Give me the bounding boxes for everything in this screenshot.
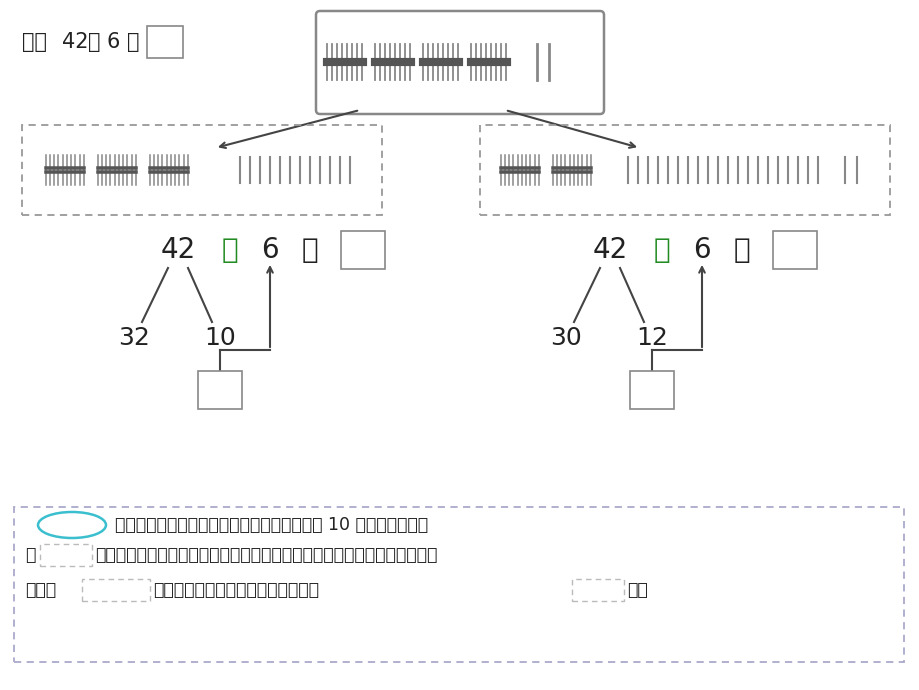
Bar [572, 579, 623, 601]
Text: ＝: ＝ [301, 236, 318, 264]
Bar [772, 231, 816, 269]
Text: （: （ [25, 546, 35, 564]
Bar [630, 371, 674, 409]
Text: 42: 42 [160, 236, 196, 264]
Text: 12: 12 [635, 326, 667, 350]
Text: 6: 6 [107, 32, 120, 52]
Text: 6: 6 [692, 236, 710, 264]
Text: 先用（: 先用（ [25, 581, 56, 599]
Text: 一、: 一、 [22, 32, 47, 52]
Bar [82, 579, 150, 601]
Bar [341, 231, 384, 269]
Text: 我知道: 我知道 [57, 516, 87, 534]
Text: ＝: ＝ [127, 32, 140, 52]
Text: －: － [88, 32, 100, 52]
Text: ）减一位数，再把得数和几个十相（: ）减一位数，再把得数和几个十相（ [153, 581, 319, 599]
Text: 42: 42 [592, 236, 627, 264]
Text: 6: 6 [261, 236, 278, 264]
Bar [480, 125, 889, 215]
Bar [40, 544, 92, 566]
Text: －: － [653, 236, 670, 264]
Text: 42: 42 [62, 32, 88, 52]
Text: ）。: ）。 [627, 581, 647, 599]
Text: ＝: ＝ [732, 236, 750, 264]
Text: 10: 10 [204, 326, 235, 350]
Bar [198, 371, 242, 409]
Text: 32: 32 [118, 326, 150, 350]
FancyBboxPatch shape [315, 11, 604, 114]
Text: 两位数减一位数（退位），可以把被减数分成 10 和一个数，先用: 两位数减一位数（退位），可以把被减数分成 10 和一个数，先用 [115, 516, 427, 534]
Text: －: － [221, 236, 238, 264]
Text: 30: 30 [550, 326, 581, 350]
Bar [14, 507, 903, 662]
Bar [147, 26, 183, 58]
Bar [22, 125, 381, 215]
Ellipse shape [38, 512, 106, 538]
Text: ）减一位数，再把得数和一个数相加；也可以把被减数分成十几和几个十，: ）减一位数，再把得数和一个数相加；也可以把被减数分成十几和几个十， [95, 546, 437, 564]
